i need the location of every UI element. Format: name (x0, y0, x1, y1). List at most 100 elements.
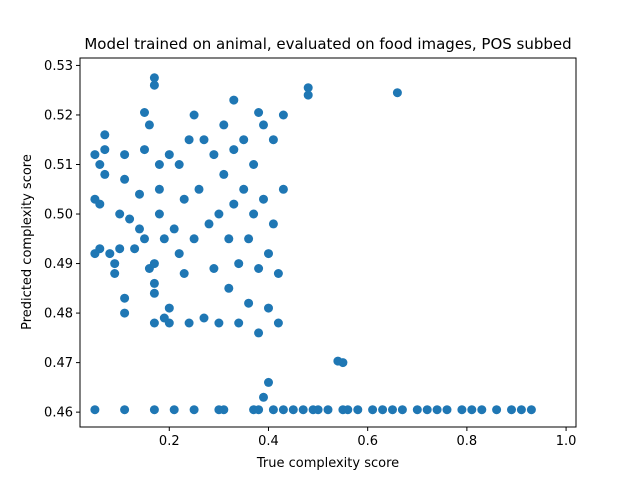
plot-area (79, 57, 577, 428)
scatter-point (492, 405, 502, 415)
scatter-point (278, 405, 288, 415)
scatter-point (90, 150, 100, 160)
scatter-point (254, 405, 264, 415)
scatter-point (254, 328, 264, 338)
scatter-point (135, 224, 144, 234)
scatter-point (184, 318, 194, 328)
scatter-point (268, 405, 278, 415)
scatter-point (224, 283, 234, 293)
x-tick-label: 0.2 (159, 434, 180, 449)
scatter-point (95, 160, 105, 169)
scatter-point (268, 135, 278, 145)
scatter-point (199, 135, 209, 145)
scatter-point (516, 405, 526, 415)
scatter-point (239, 135, 249, 145)
scatter-point (105, 249, 115, 259)
scatter-point (120, 308, 130, 318)
scatter-point (154, 160, 164, 169)
scatter-point (164, 318, 174, 328)
scatter-point (229, 145, 239, 155)
x-tick-label: 0.6 (357, 434, 378, 449)
scatter-point (140, 145, 149, 155)
scatter-point (219, 405, 229, 415)
y-tick-label: 0.53 (44, 59, 73, 74)
scatter-point (477, 405, 487, 415)
scatter-point (130, 244, 140, 254)
scatter-point (259, 120, 268, 130)
scatter-point (100, 169, 110, 179)
scatter-point (100, 130, 110, 140)
y-tick-label: 0.50 (44, 208, 73, 223)
scatter-point (149, 288, 159, 298)
scatter-point (154, 184, 164, 194)
scatter-point (264, 249, 273, 259)
x-axis-label: True complexity score (256, 456, 399, 471)
scatter-point (273, 269, 283, 278)
scatter-point (239, 184, 249, 194)
scatter-point (422, 405, 432, 415)
scatter-point (100, 145, 110, 155)
scatter-point (249, 160, 259, 169)
scatter-point (278, 184, 288, 194)
y-tick-label: 0.47 (44, 356, 73, 371)
y-axis-ticks: 0.46 0.47 0.48 0.49 0.50 0.51 0.52 0.53 (44, 59, 80, 421)
scatter-point (467, 405, 477, 415)
scatter-point (164, 150, 174, 160)
scatter-point (397, 405, 407, 415)
scatter-point (259, 194, 268, 204)
scatter-point (149, 73, 159, 83)
scatter-point (169, 224, 179, 234)
scatter-point (388, 405, 397, 415)
scatter-point (135, 189, 144, 199)
scatter-point (90, 405, 100, 415)
scatter-point (264, 303, 273, 313)
scatter-point (199, 313, 209, 323)
scatter-point (273, 318, 283, 328)
scatter-point (254, 108, 264, 117)
scatter-point (95, 244, 105, 254)
scatter-point (174, 160, 184, 169)
scatter-point (278, 110, 288, 120)
scatter-point (288, 405, 298, 415)
scatter-point (204, 219, 214, 229)
scatter-point (244, 234, 254, 244)
scatter-point (179, 269, 189, 278)
scatter-point (140, 108, 149, 117)
scatter-point (194, 184, 204, 194)
scatter-point (254, 264, 264, 273)
scatter-point (125, 214, 135, 224)
scatter-point (244, 298, 254, 308)
scatter-point (268, 219, 278, 229)
y-tick-label: 0.51 (44, 158, 73, 173)
scatter-point (115, 209, 125, 219)
scatter-point (234, 259, 244, 269)
scatter-point (140, 234, 149, 244)
scatter-point (249, 209, 259, 219)
scatter-point (412, 405, 422, 415)
scatter-point (259, 392, 268, 402)
scatter-point (154, 209, 164, 219)
scatter-point (189, 110, 199, 120)
scatter-point (229, 199, 239, 209)
scatter-point (526, 405, 536, 415)
scatter-point (110, 269, 120, 278)
scatter-point (149, 80, 159, 90)
x-axis-ticks: 0.2 0.4 0.6 0.8 1.0 (159, 427, 576, 449)
chart-title: Model trained on animal, evaluated on fo… (84, 35, 571, 53)
scatter-point (159, 234, 169, 244)
scatter-point (209, 150, 219, 160)
scatter-point (164, 303, 174, 313)
y-axis-label: Predicted complexity score (20, 154, 35, 330)
scatter-point (234, 318, 244, 328)
scatter-point (507, 405, 516, 415)
scatter-point (392, 88, 402, 98)
scatter-point (343, 405, 353, 415)
scatter-point (264, 377, 273, 387)
scatter-point (303, 83, 313, 93)
scatter-point (368, 405, 378, 415)
scatter-point (120, 174, 130, 184)
scatter-point (184, 135, 194, 145)
scatter-point (214, 318, 224, 328)
scatter-point (169, 405, 179, 415)
